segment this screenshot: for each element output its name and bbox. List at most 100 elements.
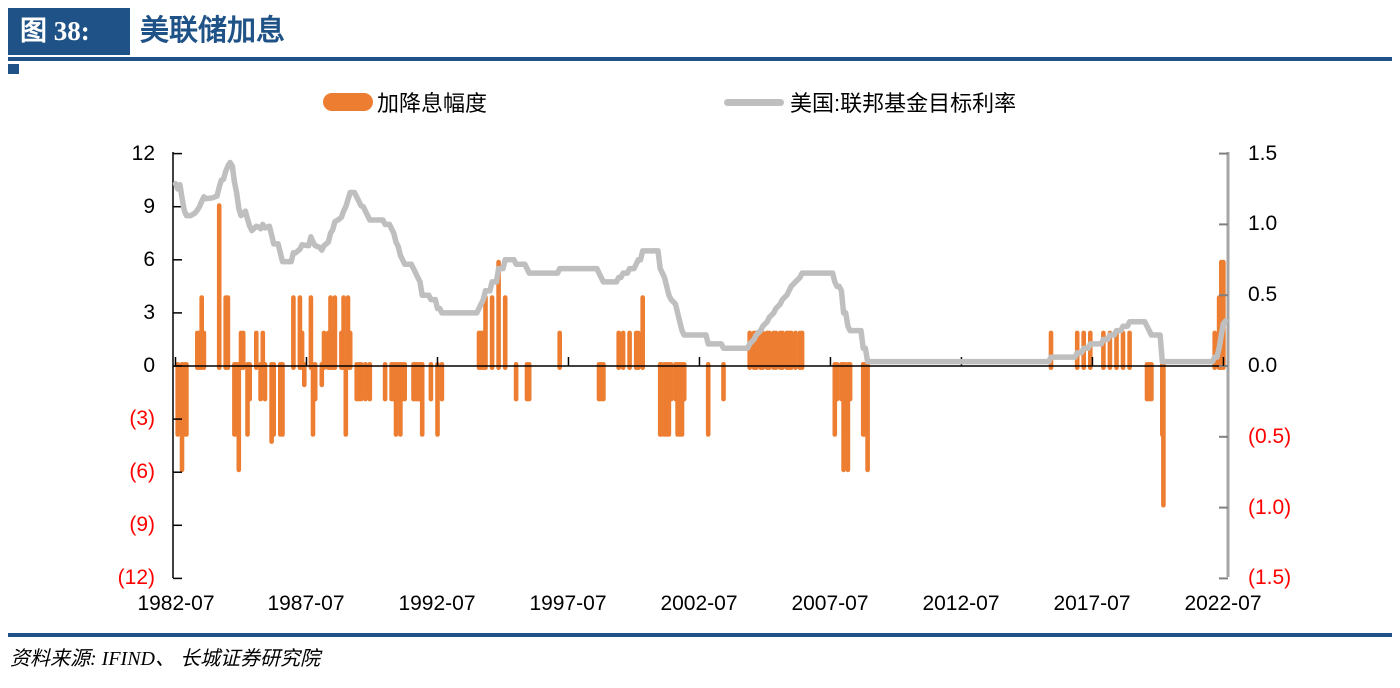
bar <box>640 295 645 370</box>
bar <box>240 330 246 370</box>
bar <box>705 362 711 437</box>
legend-item-line-series: 美国:联邦基金目标利率 <box>724 90 1016 116</box>
x-axis-label: 2022-07 <box>1184 592 1262 615</box>
bar <box>312 362 318 402</box>
bar <box>302 362 307 388</box>
left-axis-label: 6 <box>143 248 155 271</box>
line-series-swatch-icon <box>724 98 784 106</box>
x-axis-label: 2012-07 <box>922 592 1000 615</box>
left-axis-label: (12) <box>117 566 155 589</box>
bar <box>1221 259 1226 370</box>
bar <box>496 259 501 370</box>
bar <box>201 330 207 370</box>
bar <box>382 362 388 402</box>
x-axis-label: 1992-07 <box>398 592 476 615</box>
right-axis-label: 1.0 <box>1248 212 1278 235</box>
bar <box>271 362 276 437</box>
figure-title: 美联储加息 <box>140 15 286 47</box>
bar <box>308 295 314 370</box>
title-divider <box>8 57 1392 61</box>
left-axis-label: 3 <box>143 301 155 324</box>
bar-series-swatch-icon <box>323 93 373 111</box>
bar <box>341 295 346 370</box>
bar <box>620 330 626 370</box>
bar <box>601 362 606 402</box>
figure-tag: 图 38: <box>20 16 90 46</box>
legend-bar-label: 加降息幅度 <box>377 91 488 116</box>
bar <box>489 295 495 370</box>
bar <box>363 362 368 402</box>
x-axis-label: 1982-07 <box>137 592 215 615</box>
bar <box>262 362 268 402</box>
left-axis-label: (6) <box>129 460 155 483</box>
bar <box>225 295 231 370</box>
bar <box>483 295 488 370</box>
bar <box>1127 330 1132 370</box>
bar <box>668 362 674 402</box>
bar <box>291 295 296 370</box>
bar <box>367 362 373 402</box>
bar <box>439 362 445 402</box>
bar <box>332 295 338 370</box>
bar <box>1149 362 1154 402</box>
bar <box>184 362 189 437</box>
legend-line-label: 美国:联邦基金目标利率 <box>790 91 1017 116</box>
legend-item-bar-series: 加降息幅度 <box>323 90 487 116</box>
bar <box>247 362 252 402</box>
left-axis-label: 12 <box>131 142 155 165</box>
bar <box>175 362 180 437</box>
figure-tag-badge: 图 38: <box>8 8 130 55</box>
bar <box>321 330 327 370</box>
target-rate-line <box>172 159 1229 365</box>
bar <box>402 362 407 402</box>
bar <box>773 330 779 370</box>
bar <box>236 362 242 473</box>
right-axis-label: 0.5 <box>1248 283 1278 306</box>
x-axis-label: 1987-07 <box>267 592 345 615</box>
bar <box>428 362 434 402</box>
x-axis-label: 2007-07 <box>791 592 869 615</box>
bar <box>1161 362 1166 508</box>
bar <box>1114 330 1119 370</box>
x-axis-label: 2002-07 <box>660 592 738 615</box>
bar <box>1101 330 1106 370</box>
bar <box>793 330 798 370</box>
bar <box>1120 330 1126 370</box>
bar <box>636 330 641 370</box>
bar <box>435 362 440 437</box>
bar <box>280 362 285 437</box>
bar <box>358 362 364 402</box>
bar <box>721 362 726 402</box>
x-axis-label: 2017-07 <box>1053 592 1131 615</box>
bar <box>627 330 632 370</box>
right-axis-label: (1.0) <box>1248 496 1292 519</box>
bar <box>681 362 687 402</box>
bar <box>216 203 222 370</box>
bar <box>616 330 621 370</box>
bar <box>780 330 785 370</box>
bar <box>799 330 805 370</box>
bar <box>557 330 562 370</box>
right-axis-label: (1.5) <box>1248 566 1292 589</box>
right-axis-label: 1.5 <box>1248 142 1278 165</box>
right-axis-label: (0.5) <box>1248 425 1292 448</box>
bar <box>260 330 266 370</box>
bar <box>258 362 263 402</box>
bar <box>760 330 766 370</box>
bar <box>834 362 840 402</box>
source-divider <box>8 633 1392 637</box>
bar <box>1088 330 1093 370</box>
source-text: 资料来源: IFIND、 长城证券研究院 <box>10 648 320 670</box>
left-axis-label: 0 <box>143 354 155 377</box>
bar <box>526 362 532 402</box>
bar <box>254 330 259 370</box>
left-axis-label: (3) <box>129 407 155 430</box>
right-axis-label: 0.0 <box>1248 354 1278 377</box>
bar <box>299 330 305 370</box>
bar <box>767 330 772 370</box>
bar <box>502 295 508 370</box>
bar <box>788 330 794 370</box>
x-axis-label: 1997-07 <box>529 592 607 615</box>
